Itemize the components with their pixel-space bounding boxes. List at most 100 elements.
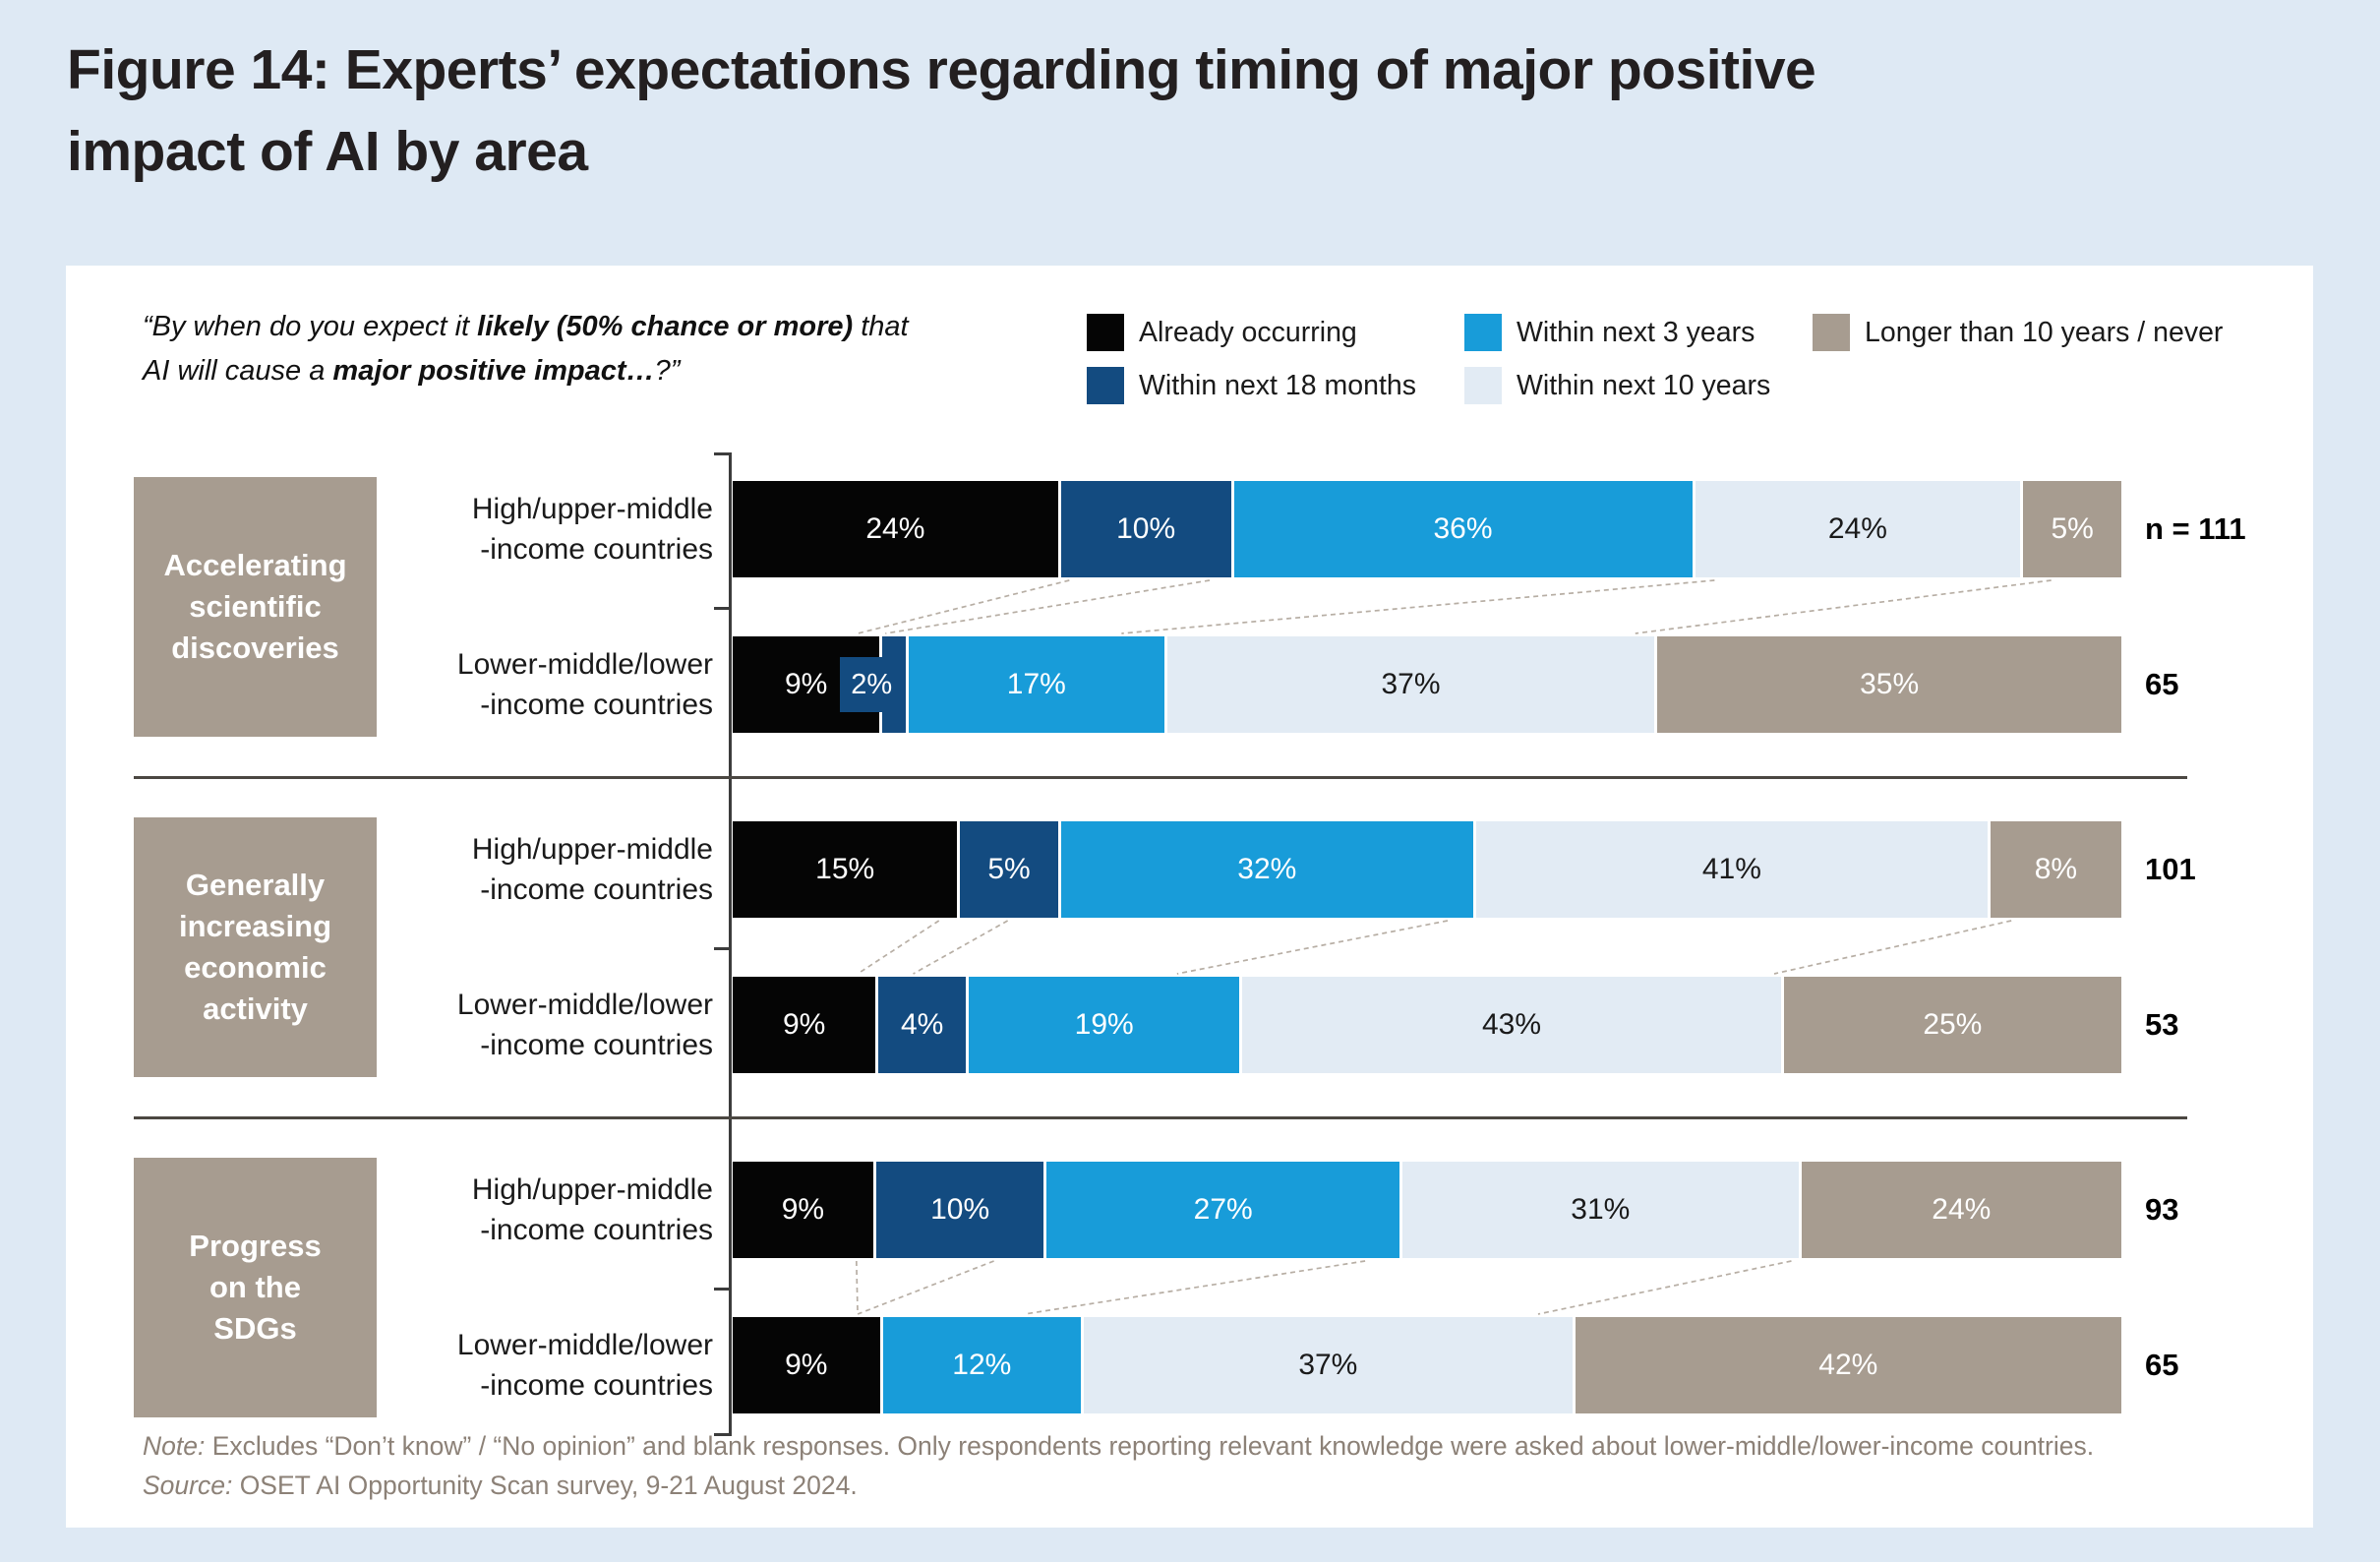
stacked-bar: 9% 17% 37% 35%	[733, 636, 2122, 733]
segment-value-label: 9%	[782, 1008, 826, 1041]
row-label: Lower-middle/lower -income countries	[354, 1317, 713, 1413]
area-label-box: Progress on the SDGs	[134, 1158, 377, 1417]
source-text: OSET AI Opportunity Scan survey, 9-21 Au…	[232, 1471, 858, 1500]
bar-segment: 10%	[1060, 481, 1231, 577]
legend-label: Within next 18 months	[1139, 369, 1416, 401]
segment-value-label: 8%	[2034, 853, 2078, 885]
segment-value-label: 15%	[815, 853, 875, 885]
footnote: Note: Excludes “Don’t know” / “No opinio…	[143, 1426, 2208, 1505]
row-label-line: Lower-middle/lower	[456, 1329, 713, 1361]
question-segment: major positive impact…	[332, 355, 655, 387]
segment-value-label: 35%	[1860, 668, 1920, 700]
row-label-line: -income countries	[480, 1369, 713, 1402]
row-label-line: -income countries	[480, 1214, 713, 1246]
segment-value-label: 27%	[1193, 1193, 1253, 1226]
bar-segment: 12%	[882, 1317, 1082, 1413]
row-label-line: Lower-middle/lower	[456, 989, 713, 1021]
bar-segment: 15%	[733, 821, 958, 918]
figure-title: Figure 14: Experts’ expectations regardi…	[67, 38, 1816, 183]
legend-item: Within next 3 years	[1464, 313, 1755, 352]
area-label-line: Generally	[185, 868, 326, 902]
area-label-line: increasing	[178, 909, 332, 943]
source-label: Source:	[143, 1471, 233, 1500]
row-label-line: -income countries	[480, 873, 713, 906]
row-label-line: -income countries	[480, 689, 713, 721]
segment-value-label: 43%	[1482, 1008, 1542, 1041]
question-segment: likely (50% chance or more)	[477, 311, 854, 342]
area-label-line: discoveries	[171, 631, 339, 665]
bar-segment: 42%	[1575, 1317, 2122, 1413]
row-label-line: -income countries	[480, 533, 713, 566]
bar-segment: 9%	[733, 1317, 880, 1413]
bar-segment: 5%	[960, 821, 1058, 918]
bar-segment: 24%	[733, 481, 1058, 577]
segment-value-label: 24%	[1827, 512, 1887, 545]
area-label-line: Accelerating	[163, 548, 347, 582]
bar-segment: 8%	[1990, 821, 2121, 918]
segment-value-label: 36%	[1433, 512, 1493, 545]
row-label: Lower-middle/lower -income countries	[354, 977, 713, 1073]
stacked-bar: 9% 12% 37% 42%	[733, 1317, 2122, 1413]
stacked-bar: 9% 4% 19% 43% 25%	[733, 977, 2121, 1073]
row-label-line: High/upper-middle	[471, 493, 713, 525]
question-segment: that AI will cause a	[143, 311, 909, 387]
row-label: High/upper-middle -income countries	[354, 481, 713, 577]
n-label: 65	[2145, 1348, 2179, 1382]
bar-segment: 36%	[1233, 481, 1693, 577]
legend-label: Already occurring	[1139, 316, 1357, 348]
segment-value-label: 42%	[1818, 1349, 1878, 1381]
segment-value-label: 10%	[1116, 512, 1176, 545]
legend-item: Already occurring	[1087, 313, 1357, 352]
area-label-box: Accelerating scientific discoveries	[134, 477, 377, 737]
legend-item: Within next 10 years	[1464, 366, 1770, 405]
bar-segment: 9%	[733, 636, 880, 733]
question-segment: “By when do you expect it	[143, 311, 478, 342]
area-label-line: economic	[184, 950, 327, 985]
bar-segment: 25%	[1783, 977, 2121, 1073]
row-label: High/upper-middle -income countries	[354, 821, 713, 918]
row-label-line: High/upper-middle	[471, 1173, 713, 1206]
segment-value-label: 25%	[1923, 1008, 1983, 1041]
bar-segment: 35%	[1657, 636, 2122, 733]
segment-value-label: 5%	[2051, 512, 2094, 545]
legend-item: Within next 18 months	[1087, 366, 1416, 405]
question-segment: ?”	[654, 355, 681, 387]
group-separator	[134, 1116, 2187, 1119]
segment-value-label: 37%	[1298, 1349, 1358, 1381]
legend-label: Within next 10 years	[1517, 369, 1771, 401]
bar-segment: 31%	[1401, 1162, 1799, 1258]
segment-value-label: 4%	[901, 1008, 944, 1041]
percent-callout: 2%	[840, 657, 904, 712]
legend-swatch	[1813, 314, 1850, 351]
group-separator	[134, 776, 2187, 779]
axis-tick	[714, 1433, 731, 1436]
area-label-line: SDGs	[213, 1311, 297, 1346]
stacked-bar: 9% 10% 27% 31% 24%	[733, 1162, 2121, 1258]
source-line: Source: OSET AI Opportunity Scan survey,…	[143, 1466, 2208, 1505]
n-label: 93	[2145, 1192, 2179, 1227]
category-axis-line	[729, 452, 732, 1436]
bar-segment: 10%	[875, 1162, 1044, 1258]
axis-tick	[714, 607, 731, 610]
row-label-line: Lower-middle/lower	[456, 648, 713, 681]
row-label-line: -income countries	[480, 1029, 713, 1061]
legend-swatch	[1464, 367, 1502, 404]
legend-item: Longer than 10 years / never	[1813, 313, 2223, 352]
segment-value-label: 31%	[1571, 1193, 1631, 1226]
segment-value-label: 5%	[987, 853, 1031, 885]
area-label-box: Generally increasing economic activity	[134, 817, 377, 1077]
bar-segment: 19%	[969, 977, 1240, 1073]
area-label-line: activity	[203, 991, 308, 1026]
segment-value-label: 24%	[865, 512, 925, 545]
n-label: 101	[2145, 852, 2196, 886]
area-label-line: scientific	[189, 589, 322, 624]
bar-segment: 9%	[733, 977, 876, 1073]
bar-segment: 17%	[908, 636, 1164, 733]
note-text: Excludes “Don’t know” / “No opinion” and…	[205, 1431, 2095, 1461]
bar-segment: 37%	[1084, 1317, 1573, 1413]
area-label-line: Progress	[189, 1229, 322, 1263]
bar-segment: 27%	[1046, 1162, 1399, 1258]
row-label-line: High/upper-middle	[471, 833, 713, 866]
axis-tick	[714, 452, 731, 455]
